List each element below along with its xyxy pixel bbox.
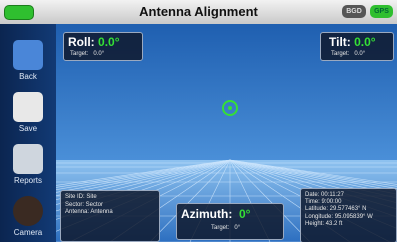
azimuth-box: Azimuth: 0° Target: 0° xyxy=(176,203,284,240)
azimuth-target: 0° xyxy=(234,225,240,231)
title: Antenna Alignment xyxy=(0,4,397,19)
top-bar: Antenna Alignment BGD GPS xyxy=(0,0,397,24)
tilt-target: 0.0° xyxy=(354,51,365,57)
app: Antenna Alignment BGD GPS Back Save Repo… xyxy=(0,0,397,242)
reports-button[interactable]: Reports xyxy=(6,142,50,192)
info-line: Height: 43.2 ft xyxy=(305,221,392,228)
camera-button[interactable]: Camera xyxy=(6,194,50,242)
indicator: GPS xyxy=(370,5,393,18)
azimuth-value: 0° xyxy=(239,207,250,221)
target-label: Target: xyxy=(211,225,229,231)
indicator: BGD xyxy=(342,5,366,18)
camera-icon xyxy=(13,196,43,226)
back-icon xyxy=(13,40,43,70)
tilt-box: Tilt: 0.0° Target: 0.0° xyxy=(320,32,394,61)
tilt-value: 0.0° xyxy=(354,35,375,49)
sidebar: Back Save Reports Camera xyxy=(0,24,56,242)
save-icon xyxy=(13,92,43,122)
back-button[interactable]: Back xyxy=(6,38,50,88)
button-label: Save xyxy=(6,124,50,133)
gps-info: Date: 00:11:27 Time: 9:00:00 Latitude: 2… xyxy=(300,188,397,242)
target-label: Target: xyxy=(331,51,349,57)
roll-value: 0.0° xyxy=(98,35,119,49)
info-line: Latitude: 29.577463° N xyxy=(305,206,392,213)
tilt-label: Tilt: xyxy=(329,35,351,49)
info-line: Time: 9:00:00 xyxy=(305,199,392,206)
button-label: Camera xyxy=(6,228,50,237)
target-label: Target: xyxy=(70,51,88,57)
info-line: Site ID: Site xyxy=(65,194,155,202)
info-line: Date: 00:11:27 xyxy=(305,192,392,199)
info-line: Antenna: Antenna xyxy=(65,209,155,217)
roll-target: 0.0° xyxy=(93,51,104,57)
info-line: Longitude: 95.095839° W xyxy=(305,214,392,221)
button-label: Reports xyxy=(6,176,50,185)
save-button[interactable]: Save xyxy=(6,90,50,140)
button-label: Back xyxy=(6,72,50,81)
roll-box: Roll: 0.0° Target: 0.0° xyxy=(63,32,143,61)
reports-icon xyxy=(13,144,43,174)
info-line: Sector: Sector xyxy=(65,202,155,210)
crosshair-center xyxy=(228,106,232,110)
roll-label: Roll: xyxy=(68,35,95,49)
azimuth-label: Azimuth: xyxy=(181,207,232,221)
site-info: Site ID: Site Sector: Sector Antenna: An… xyxy=(60,190,160,242)
